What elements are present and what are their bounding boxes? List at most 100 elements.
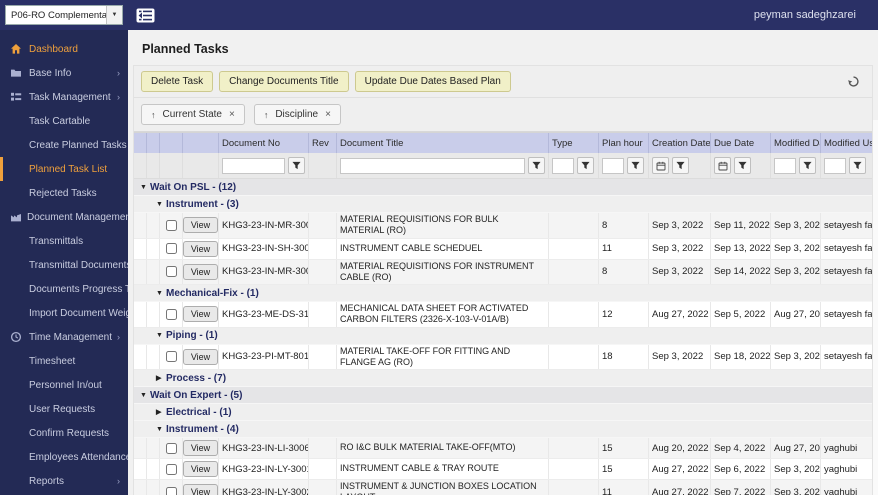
date-picker-button[interactable] bbox=[652, 157, 669, 174]
row-checkbox[interactable] bbox=[165, 351, 177, 363]
row-checkbox[interactable] bbox=[165, 442, 177, 454]
filter-input-plan-hour[interactable] bbox=[602, 157, 624, 174]
sidebar-item-rejected-tasks[interactable]: Rejected Tasks bbox=[0, 181, 128, 205]
expanded-arrow-icon[interactable]: ▼ bbox=[156, 332, 163, 339]
project-selector[interactable]: P06-RO Complementary ▼ bbox=[5, 5, 123, 25]
filter-funnel-button[interactable] bbox=[528, 157, 545, 174]
column-header-creation-date[interactable]: Creation Date bbox=[649, 133, 711, 153]
refresh-icon[interactable] bbox=[848, 76, 859, 87]
sidebar-toggle-button[interactable] bbox=[135, 7, 155, 23]
subgroup-row-mechanical-fix-1[interactable]: ▼ Mechanical-Fix - (1) bbox=[134, 285, 872, 302]
table-row: View KHG3-23-IN-MR-3003 MATERIAL REQUISITI… bbox=[134, 213, 872, 239]
sidebar-item-label: Documents Progress Table bbox=[29, 283, 128, 295]
filter-cell-type bbox=[549, 153, 599, 178]
cell-modified-date: Sep 3, 2022 bbox=[771, 459, 821, 479]
cell-rev bbox=[309, 459, 337, 479]
row-checkbox[interactable] bbox=[165, 486, 177, 495]
filter-funnel-button[interactable] bbox=[734, 157, 751, 174]
row-checkbox[interactable] bbox=[165, 266, 177, 278]
collapseed-arrow-icon[interactable]: ▶ bbox=[156, 409, 162, 416]
group-chip-current-state[interactable]: ↑ Current State × bbox=[141, 104, 245, 125]
subgroup-row-instrument-4[interactable]: ▼ Instrument - (4) bbox=[134, 421, 872, 438]
view-button[interactable]: View bbox=[183, 440, 218, 456]
expanded-arrow-icon[interactable]: ▼ bbox=[140, 391, 147, 399]
sidebar-item-dashboard[interactable]: Dashboard bbox=[0, 37, 128, 61]
header-spacer-cell bbox=[147, 133, 160, 153]
subgroup-row-electrical-1[interactable]: ▶ Electrical - (1) bbox=[134, 404, 872, 421]
group-row-wait-on-psl-12[interactable]: ▼ Wait On PSL - (12) bbox=[134, 179, 872, 196]
sidebar-item-base-info[interactable]: Base Info › bbox=[0, 61, 128, 85]
date-picker-button[interactable] bbox=[714, 157, 731, 174]
column-header-document-title[interactable]: Document Title bbox=[337, 133, 549, 153]
delete-task-button[interactable]: Delete Task bbox=[141, 71, 214, 92]
subgroup-row-process-7[interactable]: ▶ Process - (7) bbox=[134, 370, 872, 387]
sidebar-item-documents-progress-table[interactable]: Documents Progress Table bbox=[0, 277, 128, 301]
sidebar-item-transmittal-documents[interactable]: Transmittal Documents bbox=[0, 253, 128, 277]
expanded-arrow-icon[interactable]: ▼ bbox=[156, 289, 163, 297]
sidebar-item-personnel-in-out[interactable]: Personnel In/out bbox=[0, 373, 128, 397]
filter-input-modified-date[interactable] bbox=[774, 157, 796, 174]
sidebar-item-transmittals[interactable]: Transmittals bbox=[0, 229, 128, 253]
home-icon bbox=[10, 43, 24, 55]
row-checkbox[interactable] bbox=[165, 243, 177, 254]
view-button[interactable]: View bbox=[183, 217, 218, 234]
vertical-scrollbar[interactable] bbox=[873, 120, 878, 495]
expanded-arrow-icon[interactable]: ▼ bbox=[156, 200, 163, 208]
expanded-arrow-icon[interactable]: ▼ bbox=[140, 183, 147, 191]
view-button[interactable]: View bbox=[183, 240, 218, 257]
filter-funnel-button[interactable] bbox=[849, 157, 866, 174]
remove-chip-icon[interactable]: × bbox=[325, 109, 331, 120]
sidebar-item-time-management[interactable]: Time Management › bbox=[0, 325, 128, 349]
filter-cell-document-title bbox=[337, 153, 549, 178]
column-header-due-date[interactable]: Due Date bbox=[711, 133, 771, 153]
view-button[interactable]: View bbox=[183, 306, 218, 323]
row-checkbox[interactable] bbox=[165, 219, 177, 231]
column-header-modified-date[interactable]: Modified Date bbox=[771, 133, 821, 153]
filter-input-document-title[interactable] bbox=[340, 157, 525, 174]
filter-funnel-button[interactable] bbox=[288, 157, 305, 174]
sidebar-item-employees-attendance[interactable]: Employees Attendance bbox=[0, 445, 128, 469]
column-header-rev[interactable]: Rev bbox=[309, 133, 337, 153]
view-button[interactable]: View bbox=[183, 263, 218, 280]
update-due-dates-based-plan-button[interactable]: Update Due Dates Based Plan bbox=[354, 71, 511, 92]
cell-creation-date: Sep 3, 2022 bbox=[649, 238, 711, 259]
subgroup-row-piping-1[interactable]: ▼ Piping - (1) bbox=[134, 327, 872, 345]
filter-funnel-button[interactable] bbox=[577, 157, 594, 174]
sidebar-item-planned-task-list[interactable]: Planned Task List bbox=[0, 157, 128, 181]
remove-chip-icon[interactable]: × bbox=[228, 109, 235, 120]
row-checkbox[interactable] bbox=[165, 308, 177, 320]
subgroup-row-instrument-3[interactable]: ▼ Instrument - (3) bbox=[134, 196, 872, 213]
sidebar-item-timesheet[interactable]: Timesheet bbox=[0, 349, 128, 373]
logged-in-user[interactable]: peyman sadeghzarei bbox=[753, 9, 856, 21]
group-chip-discipline[interactable]: ↑ Discipline × bbox=[253, 104, 341, 125]
view-button[interactable]: View bbox=[183, 484, 218, 495]
sidebar-item-document-management[interactable]: Document Management› bbox=[0, 205, 128, 229]
filter-input-modified-user[interactable] bbox=[824, 157, 846, 174]
filter-funnel-button[interactable] bbox=[799, 157, 816, 174]
filter-input-type[interactable] bbox=[552, 157, 574, 174]
row-checkbox[interactable] bbox=[165, 463, 177, 475]
filter-input-document-no[interactable] bbox=[222, 157, 285, 174]
sidebar-item-reports[interactable]: Reports › bbox=[0, 469, 128, 493]
filter-funnel-button[interactable] bbox=[672, 157, 689, 174]
column-header-type[interactable]: Type bbox=[549, 133, 599, 153]
collapseed-arrow-icon[interactable]: ▶ bbox=[156, 375, 162, 382]
filter-funnel-button[interactable] bbox=[627, 157, 644, 174]
group-row-wait-on-expert-5[interactable]: ▼ Wait On Expert - (5) bbox=[134, 387, 872, 404]
documents-icon bbox=[10, 211, 22, 223]
expanded-arrow-icon[interactable]: ▼ bbox=[156, 425, 163, 433]
column-header-plan-hour[interactable]: Plan hour bbox=[599, 133, 649, 153]
change-documents-title-button[interactable]: Change Documents Title bbox=[219, 71, 349, 92]
sidebar-item-user-requests[interactable]: User Requests bbox=[0, 397, 128, 421]
sidebar-item-task-management[interactable]: Task Management › bbox=[0, 85, 128, 109]
view-button[interactable]: View bbox=[183, 348, 218, 365]
view-cell: View bbox=[183, 459, 219, 479]
sidebar-item-confirm-requests[interactable]: Confirm Requests bbox=[0, 421, 128, 445]
sidebar-item-task-cartable[interactable]: Task Cartable bbox=[0, 109, 128, 133]
sidebar-item-import-document-weight[interactable]: Import Document Weight bbox=[0, 301, 128, 325]
column-header-document-no[interactable]: Document No bbox=[219, 133, 309, 153]
view-button[interactable]: View bbox=[183, 461, 218, 477]
column-header-modified-user[interactable]: Modified User bbox=[824, 137, 872, 149]
subgroup-label: Instrument - (3) bbox=[166, 198, 239, 210]
sidebar-item-create-planned-tasks[interactable]: Create Planned Tasks bbox=[0, 133, 128, 157]
